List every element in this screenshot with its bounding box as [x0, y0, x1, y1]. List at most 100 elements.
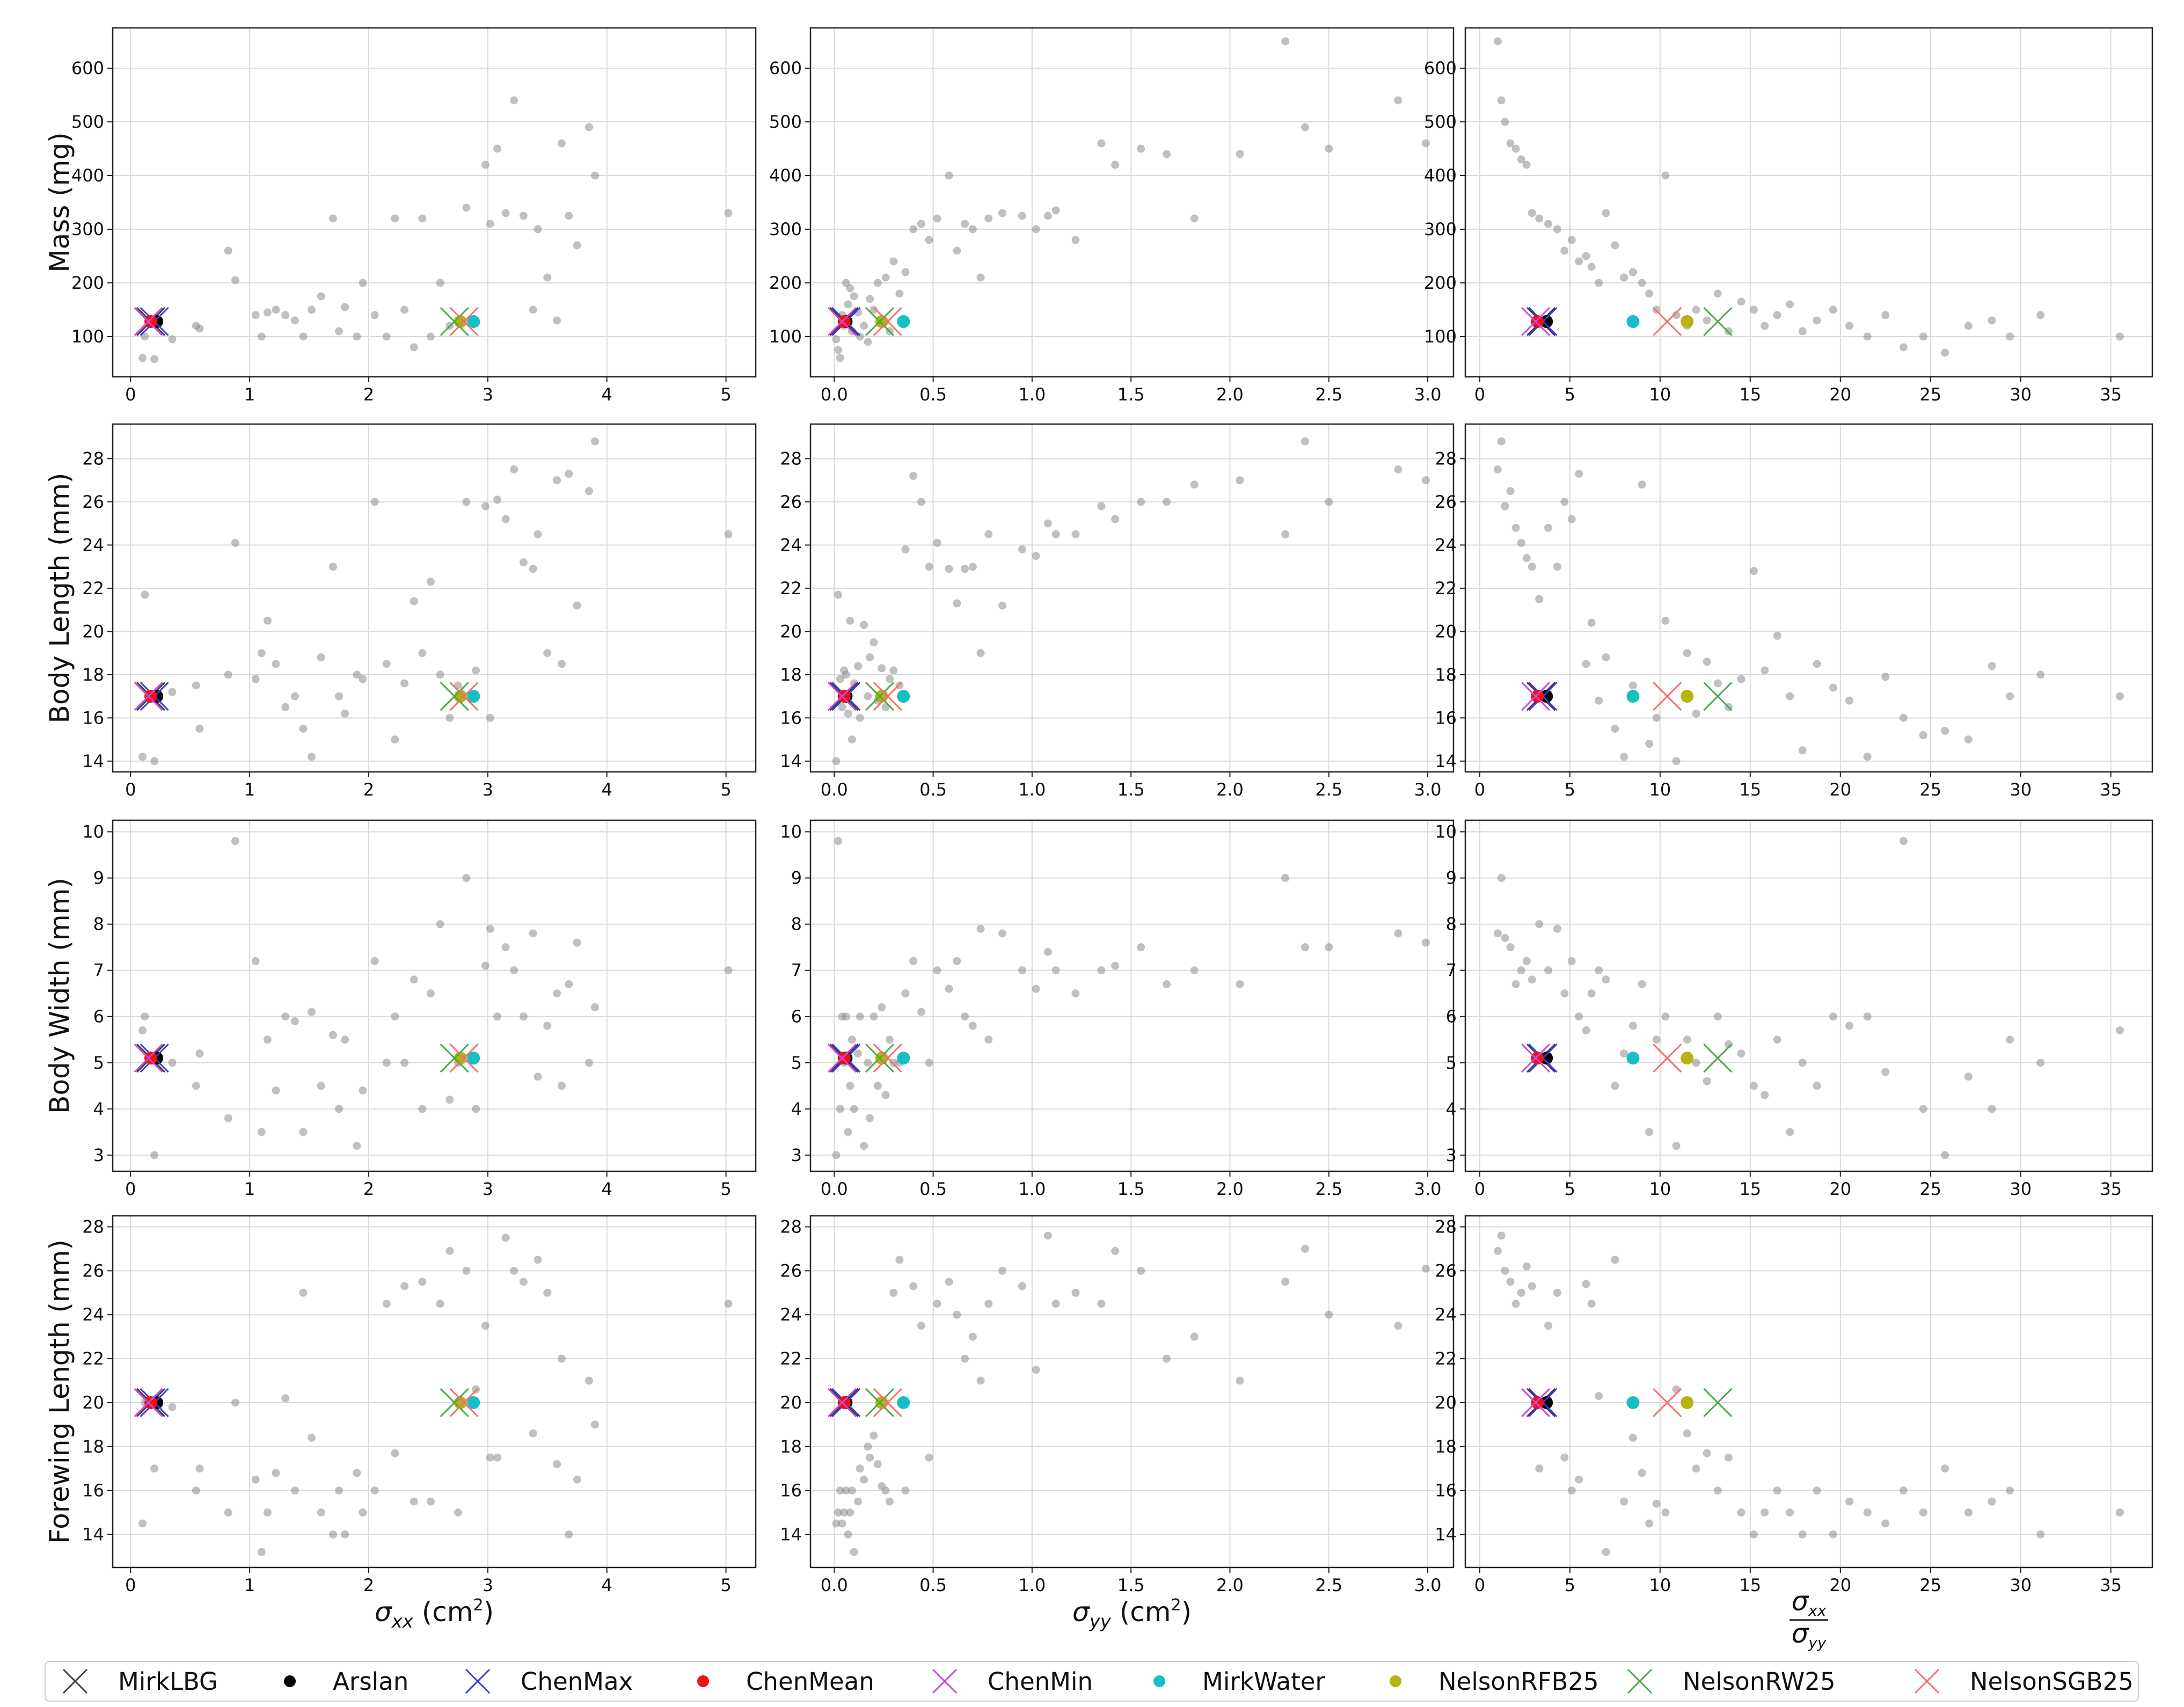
x-tick-label: 30 — [2010, 384, 2032, 405]
specimen-point — [724, 966, 733, 975]
specimen-point — [328, 1031, 337, 1039]
marker-nelsonsgb25 — [449, 307, 479, 337]
marker-nelsonsgb25 — [449, 1044, 479, 1073]
specimen-point — [1560, 246, 1569, 255]
specimen-point — [370, 957, 379, 965]
specimen-point — [410, 975, 418, 984]
marker-nelsonsgb25-stroke-b — [873, 1044, 902, 1073]
marker-nelsonsgb25 — [449, 682, 479, 711]
marker-chenmin — [1521, 1044, 1551, 1073]
y-axis-label-mass: Mass (mg) — [44, 132, 75, 272]
x-tick-label: 0.5 — [919, 1575, 947, 1595]
specimen-point — [1845, 322, 1854, 330]
y-tick-label: 28 — [1435, 448, 1457, 469]
specimen-point — [1638, 279, 1646, 287]
specimen-point — [1575, 257, 1583, 266]
marker-nelsonsgb25-stroke-b — [1653, 682, 1682, 711]
specimen-point — [2036, 670, 2045, 679]
specimen-point — [565, 470, 573, 478]
marker-chenmin-stroke-b — [1521, 1044, 1551, 1073]
specimen-point — [925, 563, 933, 571]
x-tick-label: 4 — [602, 384, 612, 405]
marker-nelsonrw25 — [1703, 1044, 1733, 1073]
specimen-point — [925, 1059, 933, 1067]
specimen-point — [1560, 498, 1569, 506]
specimen-point — [909, 1282, 918, 1290]
specimen-point — [1497, 1231, 1506, 1240]
specimen-point — [1394, 1322, 1403, 1330]
specimen-point — [1661, 171, 1670, 180]
specimen-point — [335, 327, 344, 335]
marker-nelsonsgb25 — [873, 1388, 902, 1418]
specimen-point — [1750, 305, 1758, 314]
x-tick-label: 2.5 — [1315, 1575, 1342, 1595]
specimen-point — [1421, 476, 1430, 485]
specimen-point — [557, 660, 566, 668]
y-tick-label: 14 — [780, 1524, 802, 1545]
specimen-point — [1137, 498, 1145, 506]
specimen-point — [1881, 673, 1890, 681]
specimen-point — [1724, 327, 1733, 335]
specimen-point — [1813, 1486, 1821, 1495]
specimen-point — [846, 284, 854, 293]
x-tick-label: 15 — [1739, 1575, 1761, 1595]
marker-nelsonrw25 — [1703, 1388, 1733, 1418]
specimen-point — [933, 538, 941, 547]
specimen-point — [1544, 1322, 1553, 1330]
specimen-point — [195, 725, 204, 733]
x-tick-label: 1.0 — [1018, 384, 1046, 405]
marker-chenmin — [134, 1044, 163, 1073]
specimen-point — [1863, 753, 1872, 761]
specimen-point — [1786, 300, 1794, 309]
specimen-point — [834, 346, 843, 354]
specimen-point — [1421, 938, 1430, 947]
specimen-point — [832, 757, 841, 765]
y-tick-label: 6 — [1446, 1006, 1457, 1027]
panel-width-vs-ratio: 0 5 10 15 20 25 30 35 3 4 5 6 7 8 9 10 — [1435, 819, 2153, 1199]
specimen-point — [529, 929, 537, 938]
specimen-point — [1032, 225, 1040, 234]
specimen-point — [529, 565, 537, 573]
y-tick-label: 500 — [1424, 112, 1457, 132]
specimen-point — [1737, 1049, 1745, 1058]
specimen-point — [1798, 1530, 1807, 1539]
y-tick-label: 24 — [780, 535, 802, 555]
marker-nelsonrfb25 — [1681, 315, 1694, 328]
specimen-point — [1051, 966, 1060, 975]
marker-chenmean — [837, 1052, 851, 1065]
y-tick-label: 100 — [1424, 326, 1457, 347]
specimen-point — [426, 578, 435, 586]
specimen-point — [1773, 1486, 1781, 1495]
marker-nelsonsgb25-stroke-b — [1653, 307, 1682, 337]
specimen-point — [917, 1008, 925, 1016]
specimen-point — [462, 203, 471, 212]
specimen-point — [1032, 984, 1040, 993]
specimen-point — [909, 225, 918, 234]
marker-chenmin-stroke-b — [134, 1044, 163, 1073]
y-tick-label: 6 — [93, 1006, 104, 1027]
specimen-point — [838, 703, 846, 711]
specimen-point — [1325, 943, 1333, 952]
specimen-point — [1750, 1530, 1758, 1539]
y-tick-label: 9 — [791, 868, 802, 888]
specimen-point — [1638, 980, 1646, 988]
specimen-point — [848, 1486, 856, 1495]
specimen-point — [328, 214, 337, 223]
x-tick-label: 4 — [602, 779, 612, 800]
specimen-point — [1645, 740, 1654, 748]
specimen-point — [1043, 1231, 1052, 1240]
specimen-point — [984, 1300, 993, 1308]
specimen-point — [885, 1497, 894, 1506]
specimen-point — [141, 332, 149, 341]
specimen-point — [1567, 1486, 1576, 1495]
specimen-point — [328, 563, 337, 571]
marker-chenmin-stroke-b — [1521, 1388, 1551, 1418]
specimen-point — [1421, 139, 1430, 148]
specimen-point — [317, 1508, 325, 1517]
specimen-point — [231, 1398, 240, 1407]
x-tick-label: 3 — [483, 384, 493, 405]
y-tick-label: 20 — [780, 1392, 802, 1413]
specimen-point — [834, 1508, 843, 1517]
specimen-point — [844, 1128, 852, 1136]
